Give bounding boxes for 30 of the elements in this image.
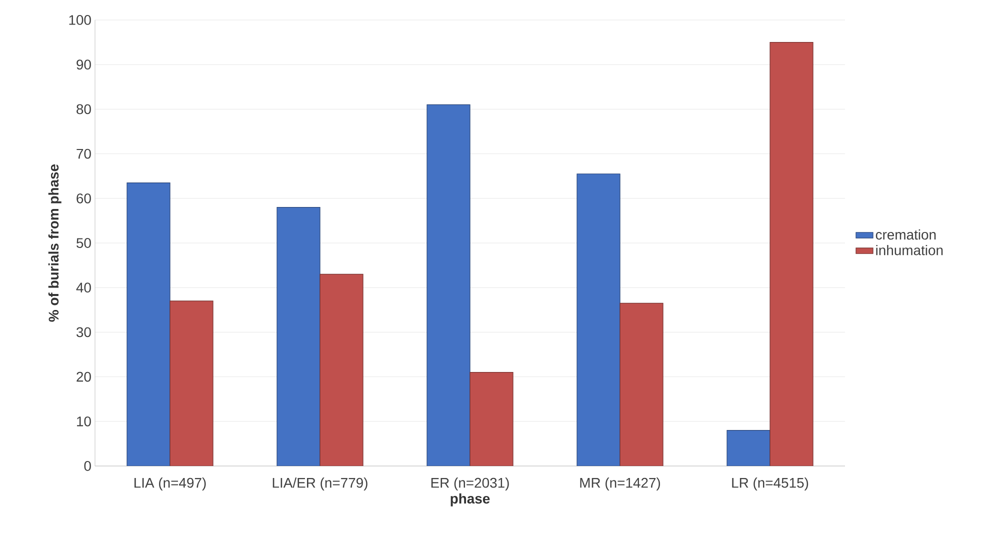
x-axis-title: phase	[450, 493, 490, 506]
bar	[126, 182, 170, 466]
y-tick-label: 80	[76, 104, 91, 114]
y-tick-label: 70	[76, 148, 91, 159]
y-tick-label: 0	[84, 461, 91, 471]
y-tick-label: 50	[76, 238, 91, 248]
y-tick-label: 100	[69, 15, 91, 25]
legend-label: cremation	[876, 229, 936, 240]
bar	[276, 207, 320, 466]
y-tick-label: 40	[76, 282, 91, 293]
bar	[426, 104, 470, 466]
y-tick-label: 10	[77, 416, 91, 426]
x-tick-label: LR (n=4515)	[732, 478, 808, 491]
bar	[770, 42, 814, 466]
bar	[470, 372, 514, 466]
x-tick-label: MR (n=1427)	[580, 478, 660, 491]
bar	[726, 430, 770, 466]
bar	[170, 300, 214, 466]
bar	[320, 274, 364, 466]
legend-label: inhumation	[876, 244, 943, 256]
y-tick-label: 30	[76, 327, 91, 338]
y-axis-title: % of burials from phase	[48, 164, 62, 322]
y-tick-label: 60	[76, 193, 91, 204]
x-tick-label: ER (n=2031)	[431, 478, 509, 491]
x-tick-label: LIA (n=497)	[134, 478, 206, 491]
bar	[620, 302, 664, 466]
x-tick-label: LIA/ER (n=779)	[272, 478, 368, 491]
bar	[576, 174, 620, 466]
y-tick-label: 90	[76, 60, 91, 70]
y-tick-label: 20	[76, 372, 91, 382]
